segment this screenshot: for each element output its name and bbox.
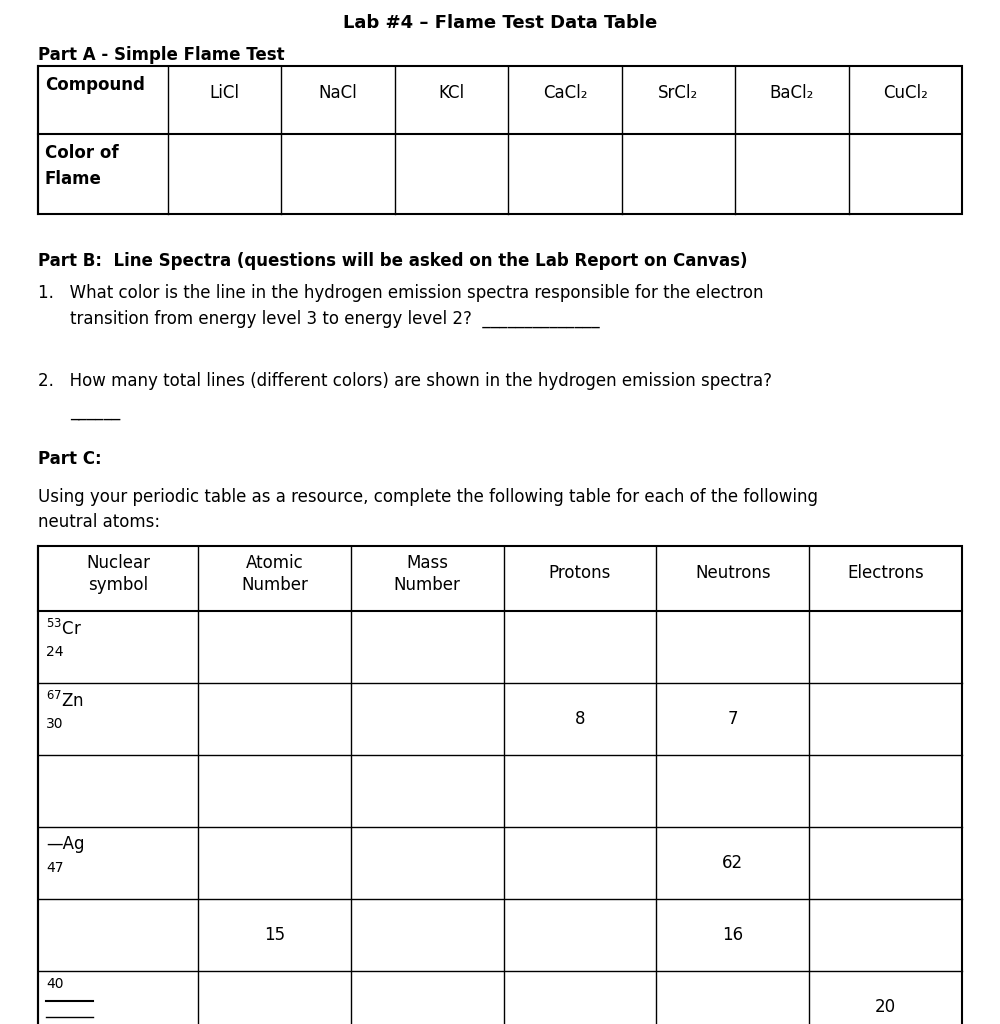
Text: Number: Number bbox=[394, 575, 461, 594]
Text: 7: 7 bbox=[728, 710, 738, 728]
Text: NaCl: NaCl bbox=[319, 84, 358, 102]
Text: BaCl₂: BaCl₂ bbox=[770, 84, 814, 102]
Text: 15: 15 bbox=[264, 926, 285, 944]
Text: 24: 24 bbox=[46, 645, 64, 659]
Text: 20: 20 bbox=[875, 998, 896, 1016]
Bar bbox=[38, 66, 962, 214]
Text: Atomic: Atomic bbox=[246, 554, 303, 572]
Text: SrCl₂: SrCl₂ bbox=[658, 84, 699, 102]
Text: $^{67}$Zn: $^{67}$Zn bbox=[46, 691, 84, 711]
Text: 40: 40 bbox=[46, 977, 64, 991]
Text: Using your periodic table as a resource, complete the following table for each o: Using your periodic table as a resource,… bbox=[38, 488, 818, 506]
Text: Lab #4 – Flame Test Data Table: Lab #4 – Flame Test Data Table bbox=[343, 14, 657, 32]
Text: symbol: symbol bbox=[88, 575, 148, 594]
Text: Electrons: Electrons bbox=[847, 564, 924, 582]
Text: neutral atoms:: neutral atoms: bbox=[38, 513, 160, 531]
Text: transition from energy level 3 to energy level 2?  ______________: transition from energy level 3 to energy… bbox=[70, 310, 600, 329]
Text: 8: 8 bbox=[575, 710, 585, 728]
Text: 16: 16 bbox=[722, 926, 743, 944]
Bar bbox=[38, 546, 962, 1024]
Text: Part A - Simple Flame Test: Part A - Simple Flame Test bbox=[38, 46, 285, 63]
Text: CuCl₂: CuCl₂ bbox=[883, 84, 928, 102]
Text: Compound: Compound bbox=[45, 76, 145, 94]
Text: 2.   How many total lines (different colors) are shown in the hydrogen emission : 2. How many total lines (different color… bbox=[38, 372, 772, 390]
Text: Mass: Mass bbox=[406, 554, 448, 572]
Text: Protons: Protons bbox=[549, 564, 611, 582]
Text: Nuclear: Nuclear bbox=[86, 554, 150, 572]
Text: Color of
Flame: Color of Flame bbox=[45, 144, 119, 188]
Text: $^{53}$Cr: $^{53}$Cr bbox=[46, 618, 82, 639]
Text: 62: 62 bbox=[722, 854, 743, 872]
Text: KCl: KCl bbox=[439, 84, 465, 102]
Text: Part C:: Part C: bbox=[38, 450, 102, 468]
Text: 30: 30 bbox=[46, 717, 64, 731]
Text: LiCl: LiCl bbox=[210, 84, 240, 102]
Text: —Ag: —Ag bbox=[46, 835, 84, 853]
Text: Part B:  Line Spectra (questions will be asked on the Lab Report on Canvas): Part B: Line Spectra (questions will be … bbox=[38, 252, 748, 270]
Text: Neutrons: Neutrons bbox=[695, 564, 771, 582]
Text: ______: ______ bbox=[70, 402, 120, 420]
Text: Number: Number bbox=[241, 575, 308, 594]
Text: CaCl₂: CaCl₂ bbox=[543, 84, 587, 102]
Text: 1.   What color is the line in the hydrogen emission spectra responsible for the: 1. What color is the line in the hydroge… bbox=[38, 284, 764, 302]
Text: 47: 47 bbox=[46, 861, 64, 874]
